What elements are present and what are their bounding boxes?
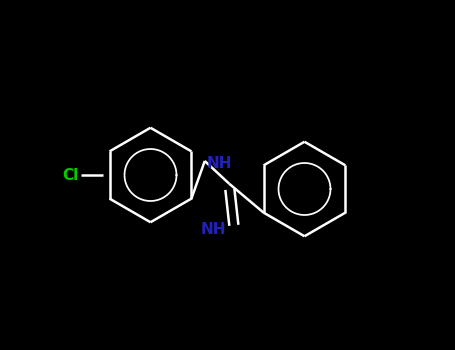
- Text: NH: NH: [207, 156, 232, 171]
- Text: Cl: Cl: [62, 168, 79, 182]
- Text: NH: NH: [200, 222, 226, 237]
